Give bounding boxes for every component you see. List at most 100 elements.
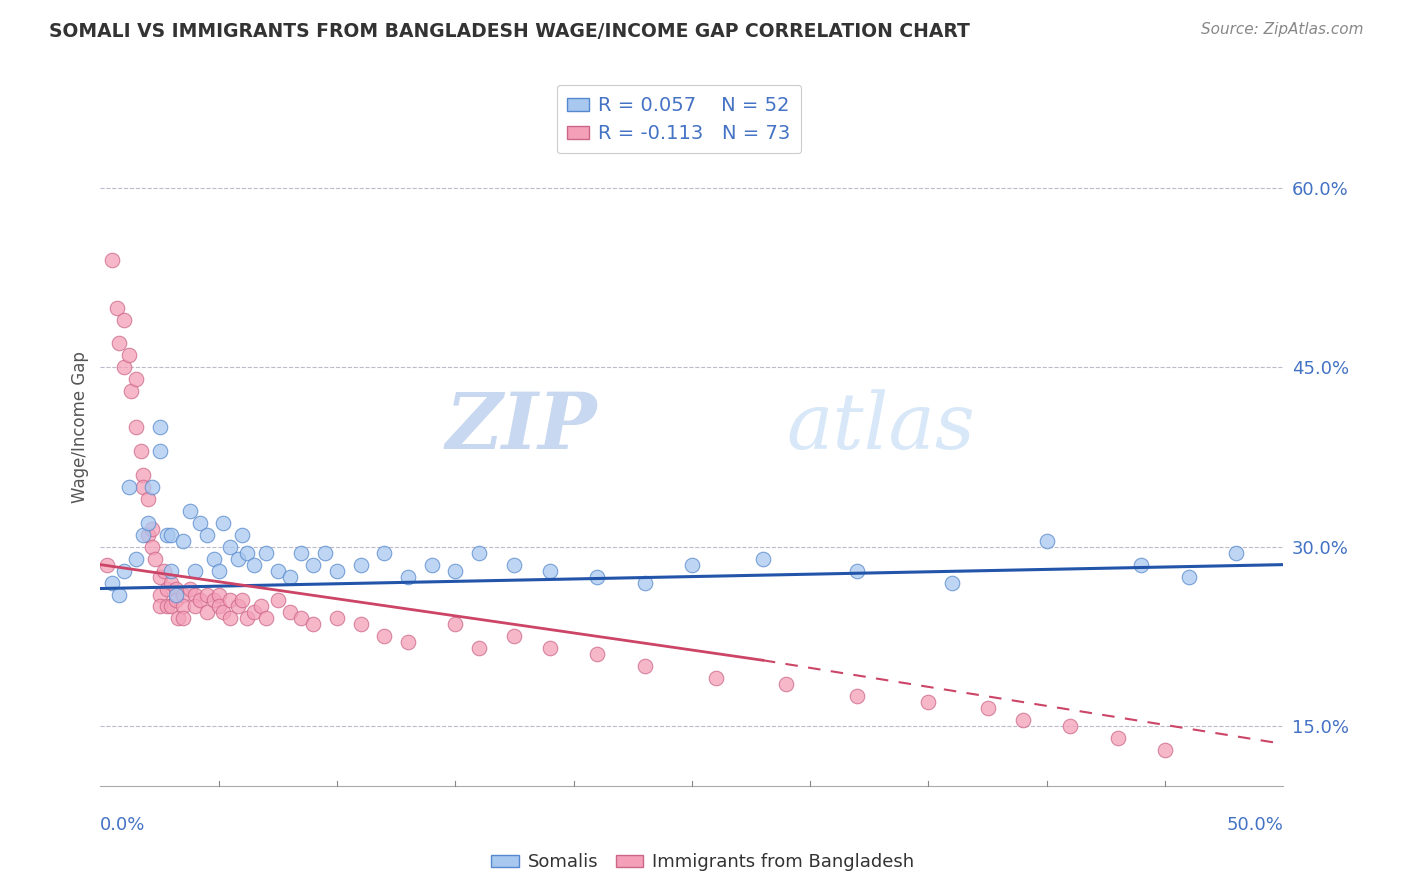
Point (236, 611, 259, 625)
Point (208, 587, 231, 601)
Point (231, 593, 253, 607)
Point (373, 629, 395, 643)
Point (148, 420, 170, 434)
Y-axis label: Wage/Income Gap: Wage/Income Gap (72, 351, 89, 503)
Point (1059, 719, 1081, 733)
Point (290, 546, 312, 560)
Point (125, 372, 148, 386)
Point (326, 564, 349, 578)
Point (188, 516, 211, 530)
Point (141, 480, 163, 494)
Point (148, 444, 170, 458)
Point (1154, 743, 1177, 757)
Point (326, 611, 349, 625)
Point (468, 546, 491, 560)
Point (1035, 533, 1057, 548)
Point (586, 569, 609, 583)
Point (105, 301, 128, 315)
Point (1130, 558, 1153, 572)
Point (165, 587, 187, 601)
Point (132, 527, 155, 541)
Point (267, 593, 290, 607)
Point (195, 606, 218, 620)
Point (243, 558, 266, 572)
Point (172, 599, 194, 614)
Point (141, 540, 163, 554)
Point (148, 599, 170, 614)
Point (302, 617, 325, 632)
Point (165, 593, 187, 607)
Point (752, 551, 775, 566)
Point (172, 533, 194, 548)
Point (155, 582, 177, 596)
Point (184, 599, 207, 614)
Point (112, 564, 135, 578)
Point (349, 617, 371, 632)
Point (96, 558, 118, 572)
Point (633, 659, 655, 673)
Point (208, 599, 231, 614)
Point (349, 558, 371, 572)
Text: Source: ZipAtlas.com: Source: ZipAtlas.com (1201, 22, 1364, 37)
Point (538, 564, 561, 578)
Point (267, 564, 290, 578)
Point (226, 551, 249, 566)
Point (278, 569, 301, 583)
Point (160, 599, 183, 614)
Point (195, 587, 218, 601)
Point (202, 593, 225, 607)
Point (125, 551, 148, 566)
Point (231, 527, 253, 541)
Point (846, 564, 869, 578)
Text: ZIP: ZIP (446, 389, 598, 466)
Point (195, 527, 218, 541)
Point (129, 444, 152, 458)
Point (219, 593, 242, 607)
Point (226, 599, 249, 614)
Point (243, 606, 266, 620)
Legend: R = 0.057    N = 52, R = -0.113   N = 73: R = 0.057 N = 52, R = -0.113 N = 73 (557, 85, 801, 153)
Point (160, 564, 183, 578)
Text: SOMALI VS IMMIGRANTS FROM BANGLADESH WAGE/INCOME GAP CORRELATION CHART: SOMALI VS IMMIGRANTS FROM BANGLADESH WAG… (49, 22, 970, 41)
Point (172, 587, 194, 601)
Point (704, 671, 727, 685)
Point (179, 582, 201, 596)
Point (254, 611, 277, 625)
Point (208, 564, 231, 578)
Point (118, 348, 141, 362)
Point (219, 540, 242, 554)
Point (101, 252, 124, 267)
Point (179, 504, 201, 518)
Point (633, 575, 655, 590)
Point (143, 551, 166, 566)
Point (184, 564, 207, 578)
Point (125, 420, 148, 434)
Point (153, 564, 176, 578)
Point (586, 648, 609, 662)
Point (108, 336, 131, 351)
Point (141, 522, 163, 536)
Point (444, 564, 467, 578)
Point (302, 558, 325, 572)
Point (1225, 546, 1247, 560)
Point (118, 480, 141, 494)
Point (503, 558, 526, 572)
Point (396, 569, 419, 583)
Point (155, 599, 177, 614)
Point (184, 587, 207, 601)
Point (188, 593, 211, 607)
Point (976, 701, 998, 715)
Point (681, 558, 703, 572)
Point (160, 575, 183, 590)
Point (112, 312, 135, 326)
Point (236, 546, 259, 560)
Text: atlas: atlas (786, 389, 976, 466)
Point (212, 516, 235, 530)
Point (172, 611, 194, 625)
Point (136, 527, 159, 541)
Point (775, 677, 797, 691)
Point (136, 491, 159, 506)
Point (132, 467, 155, 482)
Point (202, 551, 225, 566)
Point (148, 587, 170, 601)
